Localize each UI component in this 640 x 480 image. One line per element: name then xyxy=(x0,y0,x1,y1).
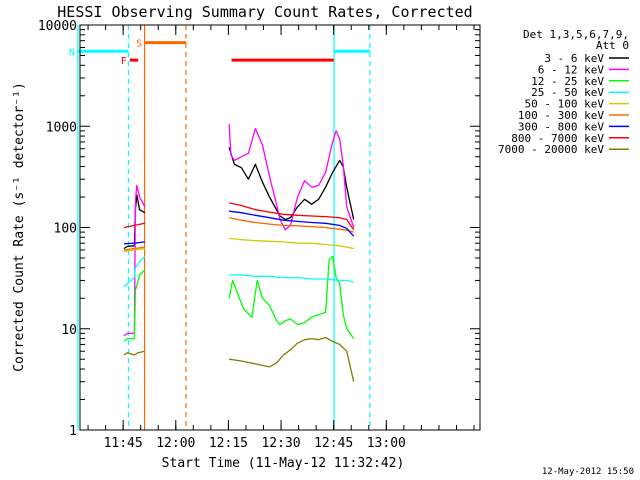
series-7-segment-0 xyxy=(123,222,146,229)
flag-label-f: F xyxy=(121,56,127,67)
series-4-segment-1 xyxy=(229,237,354,250)
x-tick-label-3: 12:30 xyxy=(261,436,300,451)
y-tick-label-0: 1 xyxy=(69,424,77,439)
legend-title-line-1: Att 0 xyxy=(596,39,629,52)
y-tick-label-3: 1000 xyxy=(46,120,77,135)
flag-label-n: N xyxy=(69,47,75,58)
y-tick-label-1: 10 xyxy=(61,323,77,338)
series-6-segment-0 xyxy=(123,241,145,245)
series-3-segment-1 xyxy=(229,274,354,283)
series-7-segment-1 xyxy=(228,202,355,231)
x-tick-label-5: 13:00 xyxy=(367,436,406,451)
series-8-segment-1 xyxy=(229,336,355,382)
x-tick-label-0: 11:45 xyxy=(104,436,143,451)
legend-label-7: 800 - 7000 keV xyxy=(511,132,604,145)
legend-label-0: 3 - 6 keV xyxy=(544,52,604,65)
series-4-segment-0 xyxy=(123,247,145,253)
series-5-segment-0 xyxy=(123,246,145,251)
legend-label-5: 100 - 300 keV xyxy=(518,109,604,122)
series-6-segment-1 xyxy=(229,210,355,237)
series-5-segment-1 xyxy=(228,217,354,233)
flag-label-s: S xyxy=(136,39,142,50)
legend-label-1: 6 - 12 keV xyxy=(538,63,605,76)
y-tick-label-4: 10000 xyxy=(38,19,77,34)
series-1-segment-0 xyxy=(123,184,146,337)
series-3-segment-0 xyxy=(123,255,146,288)
legend-label-2: 12 - 25 keV xyxy=(531,75,604,88)
legend-label-4: 50 - 100 keV xyxy=(525,98,605,111)
y-axis-label: Corrected Count Rate (s⁻¹ detector⁻¹) xyxy=(12,82,27,372)
series-2-segment-0 xyxy=(123,269,146,342)
plot-area: FS N xyxy=(69,25,371,430)
axes: 1 10 100 1000 10000 11:45 12:00 12:15 12:30 12:45… xyxy=(38,19,481,451)
legend-label-8: 7000 - 20000 keV xyxy=(498,143,604,156)
series-2-segment-1 xyxy=(228,255,355,339)
legend-label-6: 300 - 800 keV xyxy=(518,120,604,133)
x-tick-label-4: 12:45 xyxy=(314,436,353,451)
chart-title: HESSI Observing Summary Count Rates, Cor… xyxy=(57,3,472,21)
x-axis-label: Start Time (11-May-12 11:32:42) xyxy=(162,456,405,471)
x-tick-label-2: 12:15 xyxy=(209,436,248,451)
x-tick-label-1: 12:00 xyxy=(156,436,195,451)
series-0-segment-1 xyxy=(228,147,355,221)
series-8-segment-0 xyxy=(123,350,146,356)
timestamp: 12-May-2012 15:50 xyxy=(542,467,634,477)
y-tick-label-2: 100 xyxy=(54,222,77,237)
legend-title-line-0: Det 1,3,5,6,7,9, xyxy=(523,28,629,41)
legend-label-3: 25 - 50 keV xyxy=(531,86,604,99)
